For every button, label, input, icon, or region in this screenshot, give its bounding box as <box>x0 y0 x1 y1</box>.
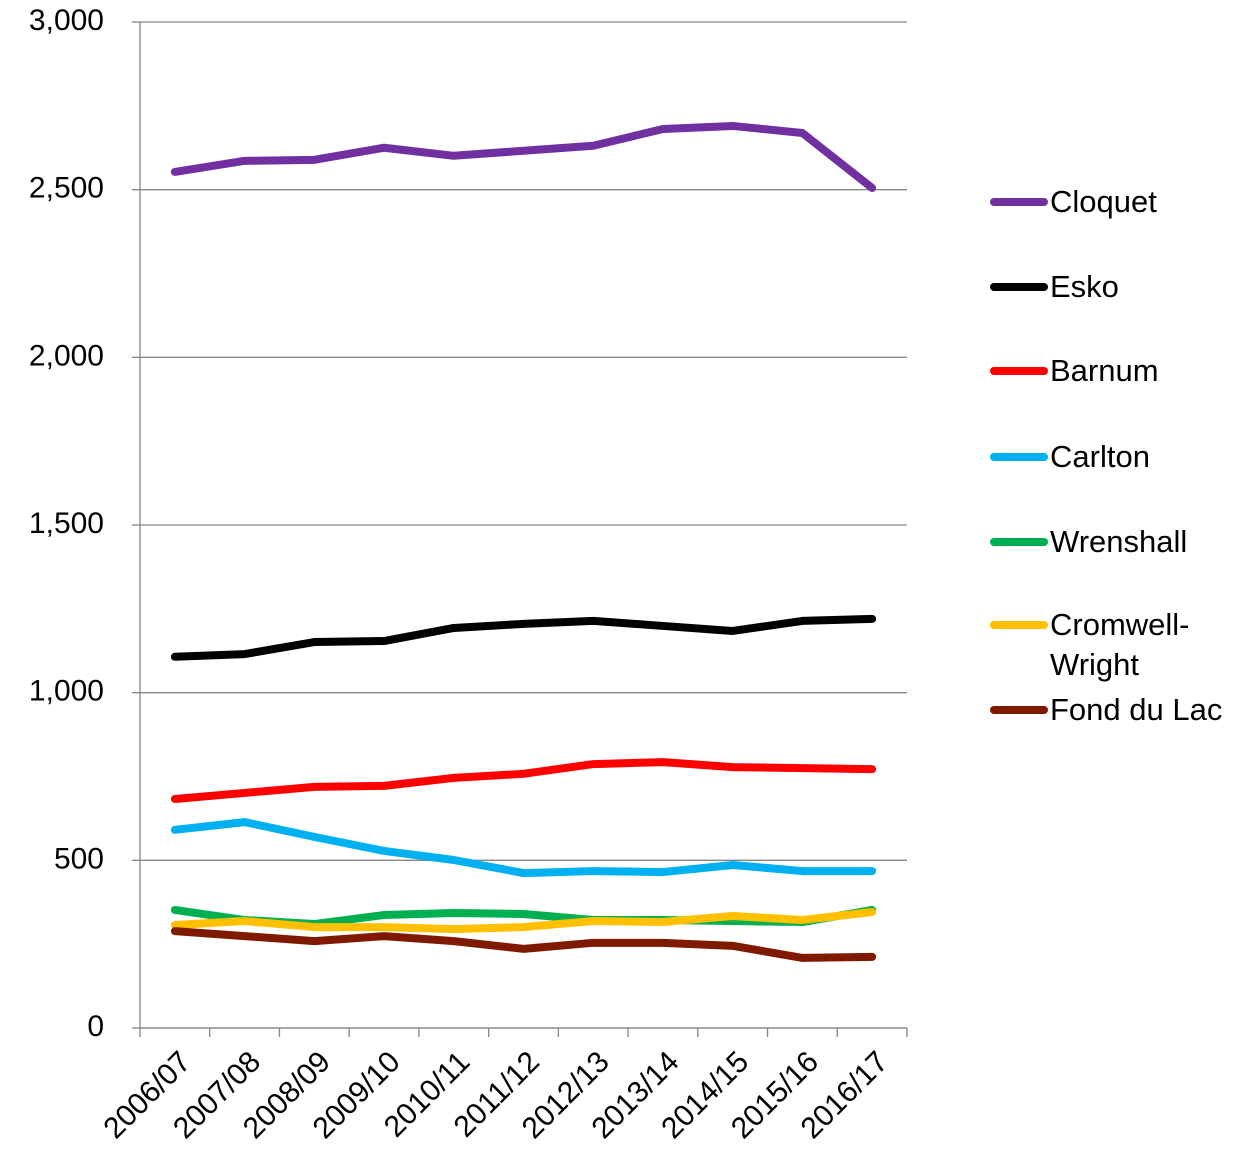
series-line <box>170 614 877 661</box>
legend-label: Esko <box>1050 269 1119 304</box>
y-tick-label: 2,000 <box>29 339 104 372</box>
legend-swatch <box>990 621 1048 629</box>
series-line <box>170 907 877 934</box>
legend-swatch <box>990 538 1048 546</box>
y-tick-label: 1,000 <box>29 675 104 708</box>
series-line <box>170 758 877 803</box>
legend-swatch <box>990 367 1048 375</box>
legend-swatch <box>990 283 1048 291</box>
legend-entry: Esko <box>990 267 1260 307</box>
legend-label: Cloquet <box>1050 184 1157 219</box>
legend-swatch <box>990 706 1048 714</box>
legend-label: Wrenshall <box>1050 524 1188 559</box>
series-line <box>170 121 877 192</box>
legend-swatch <box>990 198 1048 206</box>
legend-entry: Carlton <box>990 437 1260 477</box>
legend-label: Fond du Lac <box>1050 692 1223 727</box>
legend-entry: Barnum <box>990 351 1260 391</box>
y-tick-label: 1,500 <box>29 507 104 540</box>
legend-swatch <box>990 453 1048 461</box>
legend-label: Cromwell-Wright <box>1050 607 1190 682</box>
legend-label: Barnum <box>1050 353 1159 388</box>
legend-entry: Cloquet <box>990 182 1260 222</box>
legend-entry: Cromwell-Wright <box>990 605 1260 685</box>
legend-entry: Fond du Lac <box>990 690 1260 730</box>
y-tick-label: 2,500 <box>29 172 104 205</box>
series-line <box>170 818 877 878</box>
legend-label: Carlton <box>1050 439 1150 474</box>
y-tick-label: 500 <box>54 842 104 875</box>
series-line <box>170 927 877 962</box>
y-tick-label: 3,000 <box>29 4 104 37</box>
legend-entry: Wrenshall <box>990 522 1260 562</box>
y-tick-label: 0 <box>87 1010 104 1043</box>
